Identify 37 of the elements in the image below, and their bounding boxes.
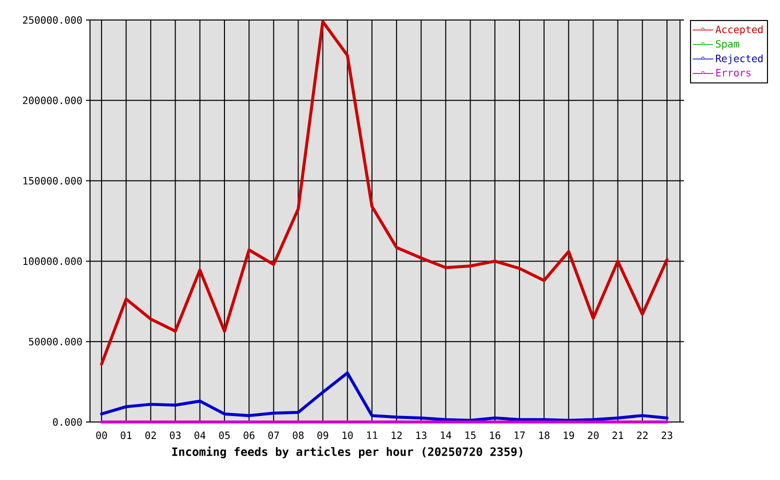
x-tick-label: 15: [465, 432, 476, 439]
x-tick-label: 11: [367, 432, 378, 439]
y-tick-label: 150000.000: [23, 177, 82, 185]
legend-label: Rejected: [716, 54, 763, 64]
x-tick-label: 04: [194, 432, 206, 440]
x-tick-label: 14: [440, 432, 452, 439]
legend-label: Errors: [716, 69, 750, 76]
legend-label: Accepted: [716, 25, 763, 36]
y-tick-label: 100000.000: [23, 257, 82, 265]
x-tick-label: 03: [170, 432, 181, 440]
x-tick-label: 21: [612, 432, 624, 439]
x-tick-label: 16: [490, 432, 500, 440]
legend-label: Spam: [716, 40, 739, 50]
x-tick-label: 19: [564, 432, 574, 440]
x-tick-label: 12: [392, 432, 402, 439]
x-tick-label: 01: [120, 432, 132, 440]
x-tick-label: 13: [416, 432, 426, 440]
line-series: [100, 20, 668, 366]
x-tick-label: 07: [268, 432, 279, 440]
x-tick-label: 22: [637, 432, 648, 439]
y-tick-label: 50000.000: [29, 338, 82, 346]
x-tick-label: 05: [219, 432, 230, 440]
x-tick-label: 02: [145, 432, 156, 440]
y-tick-label: 0.000: [53, 418, 82, 426]
x-tick-label: 23: [662, 432, 672, 440]
x-tick-label: 09: [317, 432, 328, 440]
x-tick-label: 10: [342, 432, 353, 440]
y-tick-label: 200000.000: [23, 96, 82, 104]
line-series: [100, 371, 668, 422]
x-axis-title: Incoming feeds by articles per hour (20250720 2359): [172, 446, 522, 458]
y-tick-label: 250000.000: [23, 16, 82, 24]
x-tick-label: 00: [96, 432, 107, 440]
x-tick-label: 20: [588, 432, 599, 440]
x-tick-label: 17: [514, 432, 525, 439]
x-tick-label: 06: [244, 432, 254, 440]
x-tick-label: 18: [539, 432, 550, 440]
x-tick-label: 08: [292, 432, 304, 440]
